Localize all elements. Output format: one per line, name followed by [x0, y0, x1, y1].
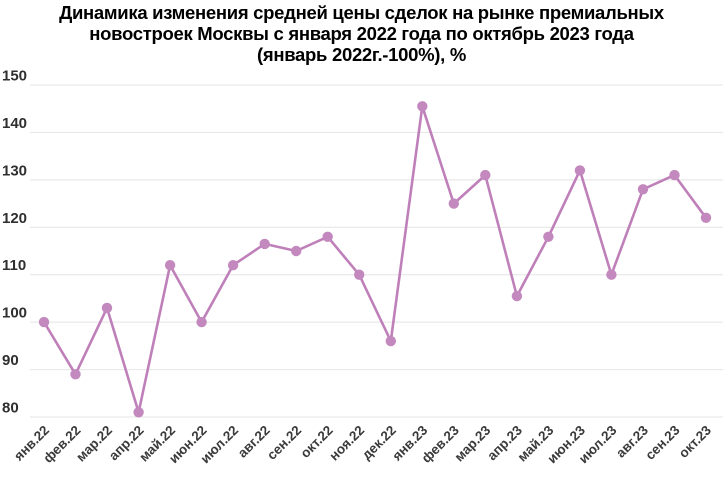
x-axis-tick-label: ноя.22 — [326, 423, 367, 464]
y-axis-tick-label: 90 — [2, 352, 19, 369]
y-axis-tick-label: 150 — [2, 68, 27, 85]
y-axis-tick-label: 100 — [2, 305, 27, 322]
chart-title-line-1: Динамика изменения средней цены сделок н… — [59, 2, 664, 23]
data-point — [291, 245, 302, 257]
y-axis-tick-label: 130 — [2, 162, 27, 179]
x-axis-tick-label: сен.22 — [264, 423, 304, 463]
data-point — [133, 407, 144, 418]
data-point — [574, 165, 586, 176]
x-axis-tick-label: окт.23 — [676, 422, 715, 461]
data-point — [322, 231, 333, 242]
x-axis-tick-label: мар.22 — [73, 423, 115, 465]
data-point — [354, 269, 365, 280]
data-point — [448, 198, 459, 209]
data-point — [417, 101, 428, 112]
y-axis-tick-label: 80 — [2, 400, 19, 417]
data-point — [511, 290, 523, 302]
data-point — [669, 169, 680, 181]
price-trend-line — [42, 105, 708, 414]
x-axis-tick-label: мар.23 — [451, 422, 493, 464]
data-point — [70, 369, 81, 380]
y-axis-tick-label: 120 — [2, 210, 27, 227]
chart-title-line-3: (январь 2022г.-100%), % — [257, 44, 466, 65]
y-axis-tick-label: 140 — [2, 115, 27, 132]
data-point — [38, 316, 50, 328]
x-axis-tick-label: сен.23 — [642, 422, 683, 463]
data-point — [101, 302, 113, 314]
data-point — [385, 335, 396, 347]
data-point — [637, 184, 649, 195]
y-axis-tick-label: 110 — [2, 257, 26, 274]
data-point — [543, 231, 554, 242]
data-point — [196, 316, 207, 328]
data-point — [480, 169, 491, 181]
chart-title-line-2: новостроек Москвы с января 2022 года по … — [89, 23, 634, 44]
data-point — [700, 212, 712, 223]
chart-title: Динамика изменения средней цены сделок н… — [0, 2, 723, 65]
data-point — [164, 260, 176, 271]
data-point — [606, 269, 617, 280]
data-point — [227, 260, 239, 271]
data-point — [259, 238, 270, 250]
